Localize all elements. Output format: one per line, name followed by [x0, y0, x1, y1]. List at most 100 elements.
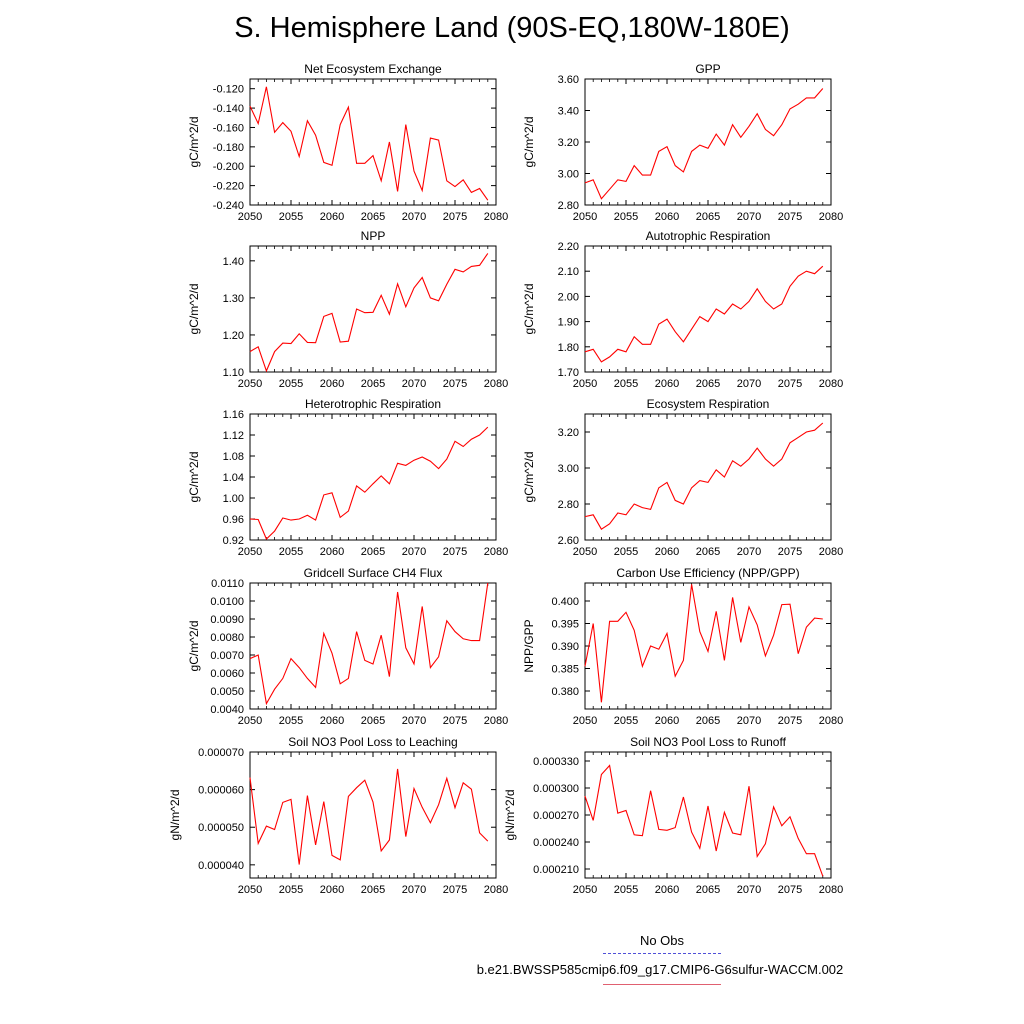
y-tick-label: 1.70 [558, 367, 579, 379]
chart-panel: GPP gC/m^2/d 2050 2055 2060 2065 2070 2075 2080 3… [522, 62, 843, 223]
y-tick-label: 1.12 [223, 430, 244, 442]
x-tick-label: 2065 [361, 378, 385, 390]
x-tick-label: 2050 [573, 884, 597, 896]
x-tick-label: 2070 [402, 884, 426, 896]
y-tick-label: 0.0040 [210, 704, 244, 716]
panel-title: Heterotrophic Respiration [305, 397, 441, 411]
y-axis-label: gN/m^2/d [503, 790, 517, 841]
y-axis-label: gC/m^2/d [187, 117, 201, 168]
y-tick-label: 0.400 [551, 596, 579, 608]
panel-title: Carbon Use Efficiency (NPP/GPP) [616, 566, 799, 580]
x-tick-label: 2050 [573, 211, 597, 223]
x-tick-label: 2055 [279, 715, 303, 727]
y-tick-label: 2.80 [558, 200, 579, 212]
y-tick-label: 0.000330 [533, 756, 579, 768]
y-tick-label: -0.160 [213, 122, 244, 134]
x-tick-label: 2080 [819, 715, 843, 727]
plot-frame [249, 78, 497, 206]
legend-obs-label: No Obs [639, 933, 685, 948]
x-tick-label: 2050 [238, 378, 262, 390]
x-tick-label: 2070 [402, 546, 426, 558]
panel-title: GPP [695, 62, 720, 76]
y-tick-label: 2.10 [558, 266, 579, 278]
series-line [584, 265, 824, 363]
y-tick-label: 1.08 [223, 451, 244, 463]
x-tick-label: 2080 [819, 378, 843, 390]
x-tick-label: 2065 [696, 211, 720, 223]
y-tick-label: 1.04 [223, 472, 244, 484]
x-tick-label: 2060 [655, 211, 679, 223]
x-tick-label: 2080 [484, 546, 508, 558]
chart-panel: Soil NO3 Pool Loss to Leaching gN/m^2/d 20… [168, 735, 508, 896]
y-tick-label: 0.0070 [210, 650, 244, 662]
x-tick-label: 2055 [279, 211, 303, 223]
x-tick-label: 2070 [737, 715, 761, 727]
panel-title: Gridcell Surface CH4 Flux [304, 566, 443, 580]
x-tick-label: 2050 [573, 546, 597, 558]
x-tick-label: 2060 [655, 715, 679, 727]
x-tick-label: 2075 [443, 211, 467, 223]
x-tick-label: 2055 [614, 715, 638, 727]
x-tick-label: 2070 [737, 211, 761, 223]
page-title: S. Hemisphere Land (90S-EQ,180W-180E) [234, 12, 790, 44]
x-tick-label: 2060 [655, 378, 679, 390]
y-tick-label: 1.90 [558, 317, 579, 329]
x-tick-label: 2075 [778, 211, 802, 223]
y-tick-label: 0.0050 [210, 686, 244, 698]
y-tick-label: 0.395 [551, 619, 579, 631]
y-tick-label: 0.000240 [533, 837, 579, 849]
chart-panel: Carbon Use Efficiency (NPP/GPP) NPP/GPP 20… [522, 566, 843, 727]
x-tick-label: 2070 [737, 884, 761, 896]
x-tick-label: 2050 [238, 715, 262, 727]
panel-title: Autotrophic Respiration [646, 229, 771, 243]
legend-obs-line [603, 953, 721, 954]
x-tick-label: 2080 [819, 546, 843, 558]
x-tick-label: 2055 [279, 546, 303, 558]
y-tick-label: 1.16 [223, 409, 244, 421]
x-tick-label: 2065 [361, 715, 385, 727]
series-line [584, 764, 824, 877]
x-tick-label: 2075 [443, 884, 467, 896]
series-line [584, 422, 824, 530]
y-tick-label: -0.180 [213, 142, 244, 154]
y-tick-label: -0.240 [213, 200, 244, 212]
chart-panel: Autotrophic Respiration gC/m^2/d 2050 2055 2… [522, 229, 843, 390]
y-axis-label: gC/m^2/d [522, 452, 536, 503]
x-tick-label: 2080 [484, 211, 508, 223]
y-tick-label: 3.20 [558, 137, 579, 149]
y-tick-label: 2.00 [558, 291, 579, 303]
x-tick-label: 2075 [443, 715, 467, 727]
y-tick-label: 1.80 [558, 342, 579, 354]
x-tick-label: 2060 [320, 378, 344, 390]
y-tick-label: 1.30 [223, 293, 244, 305]
plot-frame [249, 245, 497, 373]
series-line [249, 86, 489, 201]
x-tick-label: 2065 [361, 546, 385, 558]
x-tick-label: 2050 [238, 546, 262, 558]
x-tick-label: 2060 [320, 715, 344, 727]
y-axis-label: gC/m^2/d [522, 284, 536, 335]
x-tick-label: 2055 [614, 884, 638, 896]
y-tick-label: 0.000210 [533, 864, 579, 876]
x-tick-label: 2075 [443, 546, 467, 558]
y-tick-label: 2.80 [558, 499, 579, 511]
plot-frame [249, 413, 497, 541]
y-tick-label: 0.000300 [533, 783, 579, 795]
x-tick-label: 2080 [819, 884, 843, 896]
y-tick-label: 0.0100 [210, 596, 244, 608]
x-tick-label: 2050 [573, 378, 597, 390]
y-tick-label: 3.20 [558, 427, 579, 439]
x-tick-label: 2075 [778, 884, 802, 896]
panel-title: Soil NO3 Pool Loss to Runoff [630, 735, 787, 749]
plot-frame [584, 751, 832, 879]
legend-case-line [603, 984, 721, 985]
chart-panel: Soil NO3 Pool Loss to Runoff gN/m^2/d 2050… [503, 735, 843, 896]
plot-frame [249, 582, 497, 710]
y-tick-label: 0.000050 [198, 822, 244, 834]
y-tick-label: 1.40 [223, 256, 244, 268]
series-line [584, 88, 824, 200]
x-tick-label: 2075 [778, 715, 802, 727]
y-tick-label: 1.10 [223, 367, 244, 379]
y-tick-label: 3.00 [558, 463, 579, 475]
x-tick-label: 2060 [320, 211, 344, 223]
